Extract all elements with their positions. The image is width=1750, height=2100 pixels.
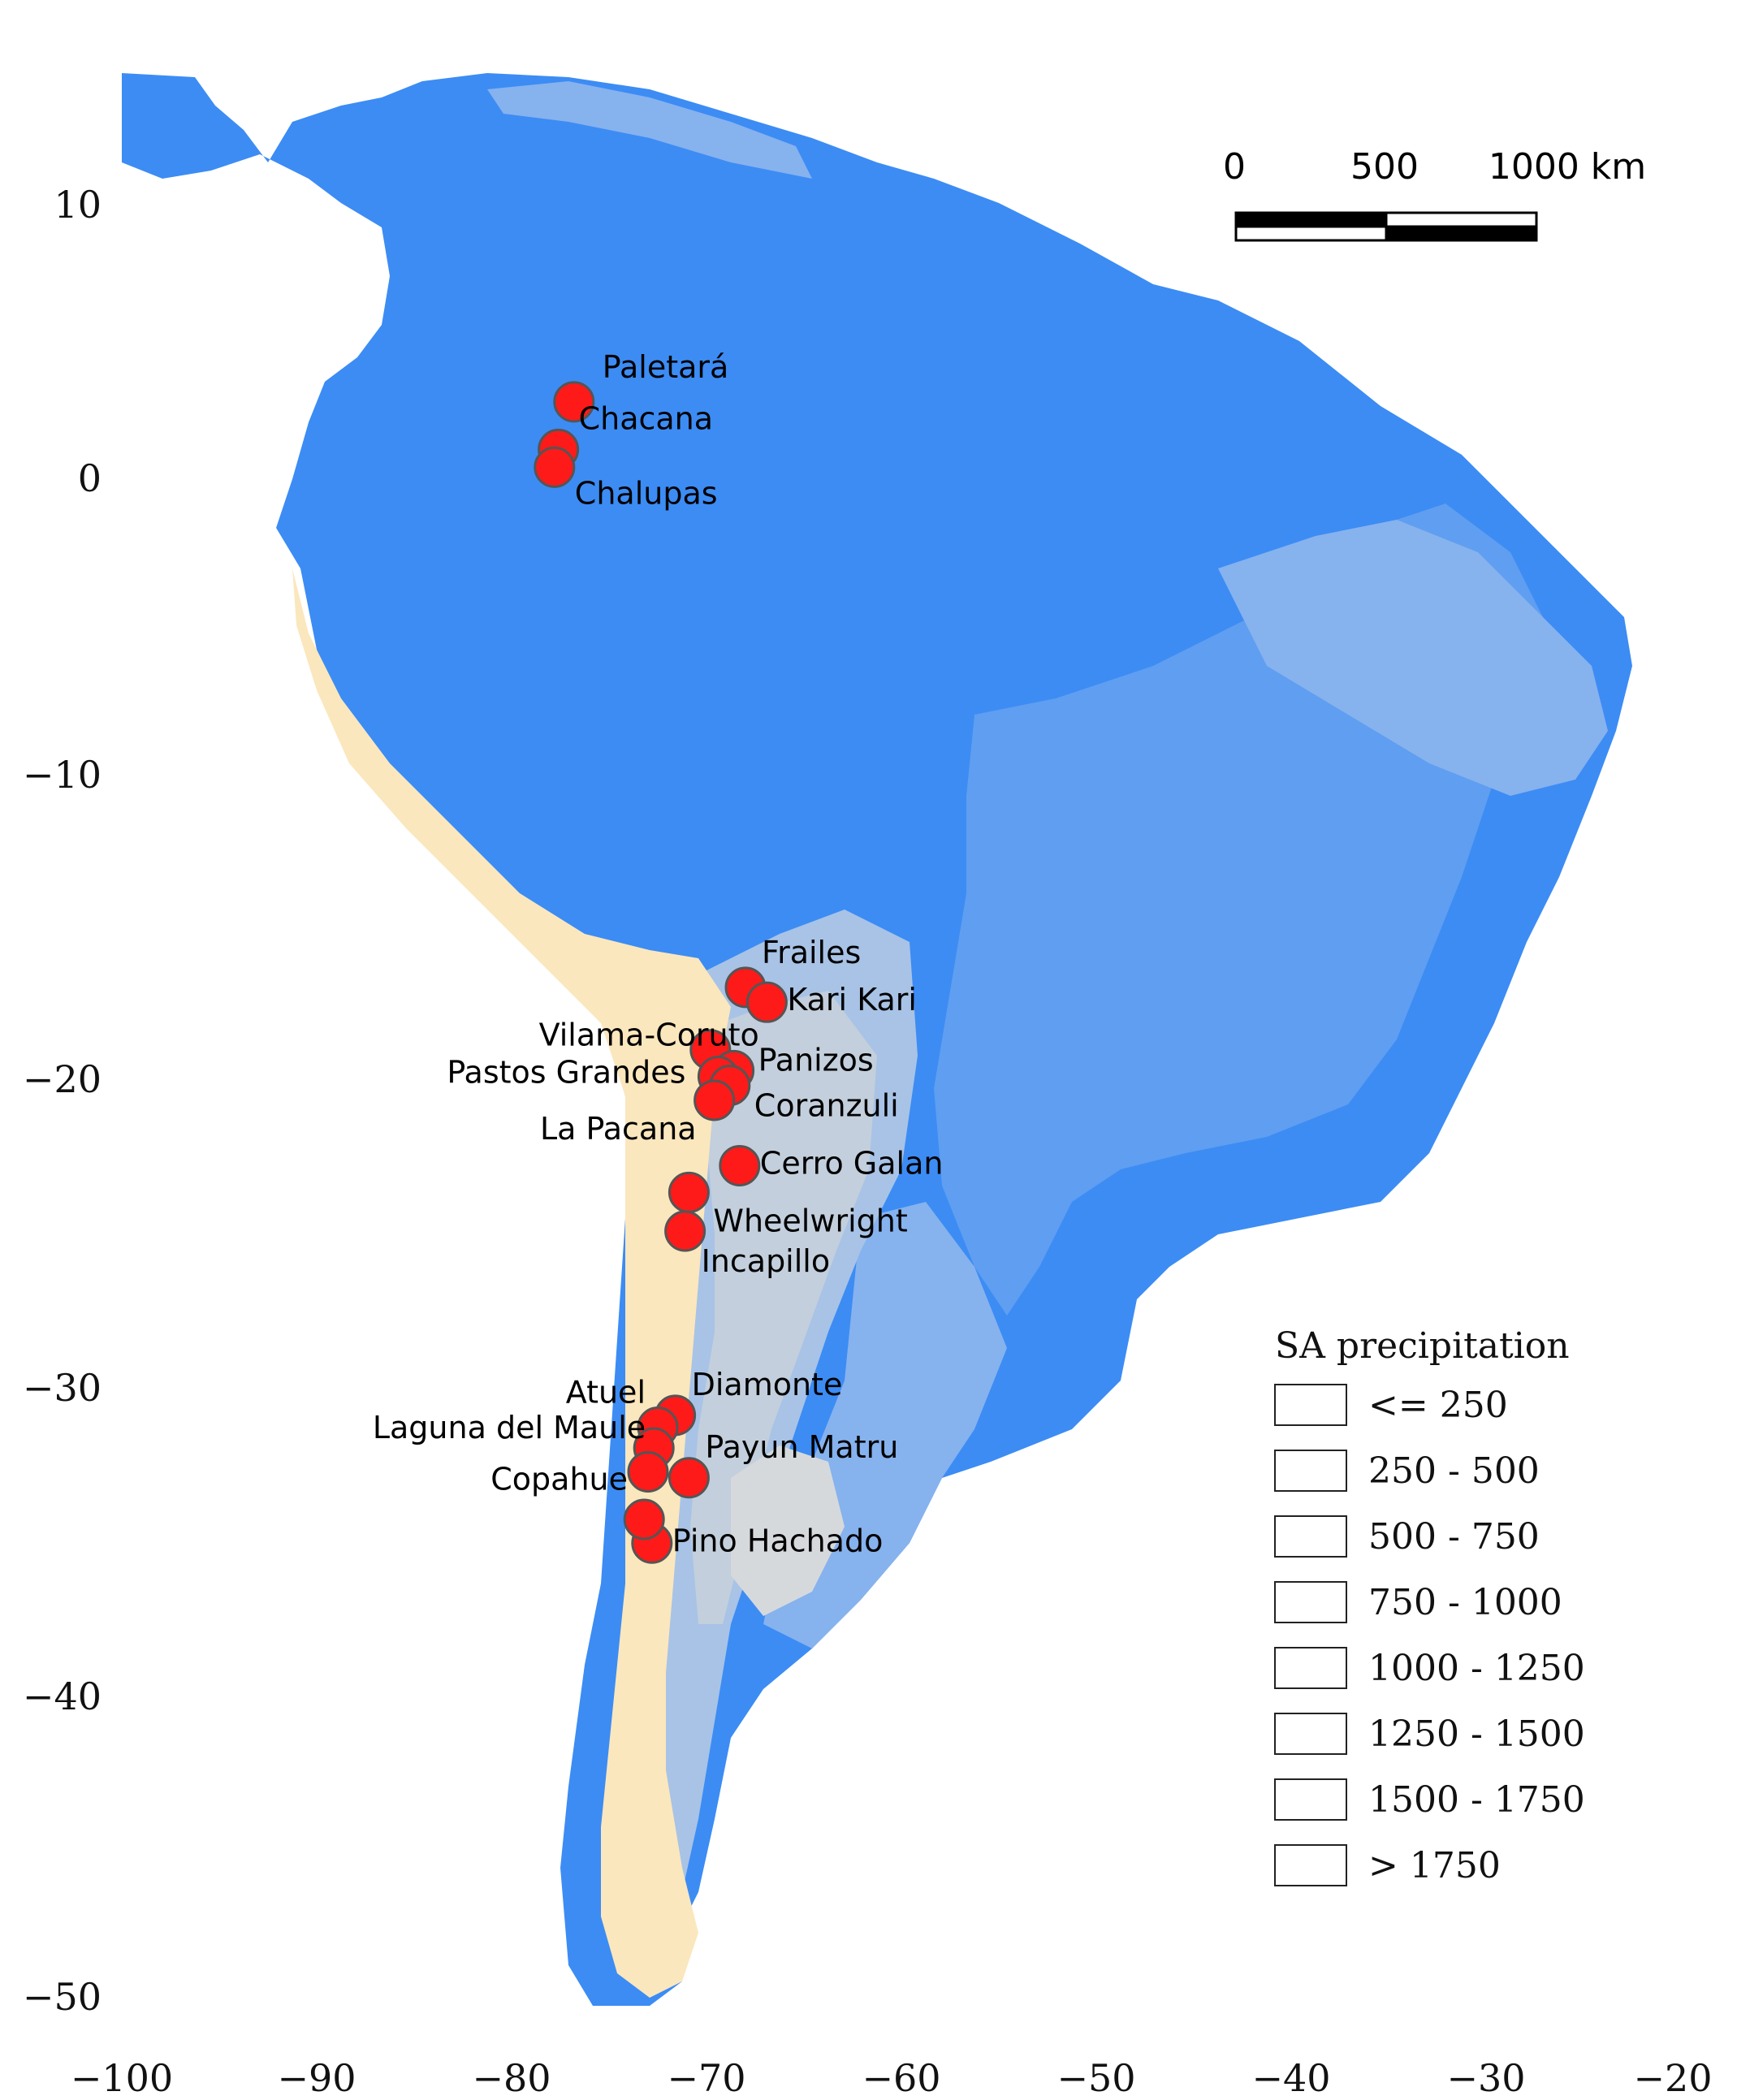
legend-items: <= 250 250 - 500 500 - 750 750 - 1000 1000 -… (1274, 1384, 1585, 1886)
scale-segment (1234, 211, 1388, 228)
y-tick: 10 (54, 183, 102, 227)
site-marker[interactable] (623, 1498, 665, 1540)
y-tick: 0 (78, 456, 102, 500)
site-label: Copahue (490, 1461, 628, 1497)
legend-label: 750 - 1000 (1368, 1582, 1562, 1623)
site-label: Cerro Galan (760, 1145, 944, 1181)
site-label: Paletará (603, 349, 729, 385)
legend-label: 500 - 750 (1368, 1516, 1540, 1558)
site-label: Vilama-Coruto (539, 1018, 759, 1053)
legend-label: 1500 - 1750 (1368, 1779, 1585, 1821)
site-marker[interactable] (664, 1210, 706, 1252)
site-label: Pastos Grandes (447, 1055, 685, 1091)
site-label: La Pacana (540, 1111, 697, 1147)
site-label: Laguna del Maule (373, 1410, 646, 1445)
legend-swatch (1274, 1450, 1347, 1492)
legend-swatch (1274, 1384, 1347, 1426)
scale-bar: 0 500 1000 km (1223, 146, 1646, 242)
legend-title: SA precipitation (1275, 1325, 1570, 1367)
x-tick: −20 (1633, 2056, 1712, 2100)
site-labels: Paletará Chacana Chalupas Frailes Kari Kari V… (373, 349, 944, 1558)
zone-mid (1218, 520, 1608, 796)
scale-label-0: 0 (1223, 146, 1246, 188)
site-marker[interactable] (668, 1457, 710, 1499)
legend-label: 1000 - 1250 (1368, 1648, 1585, 1689)
scale-label-1000: 1000 km (1489, 146, 1646, 188)
y-tick: −50 (23, 1975, 102, 2019)
y-tick: −20 (23, 1057, 102, 1101)
site-marker[interactable] (694, 1079, 736, 1121)
x-tick: −40 (1251, 2056, 1330, 2100)
site-marker[interactable] (553, 381, 595, 423)
site-label: Chalupas (575, 475, 718, 511)
site-marker[interactable] (668, 1171, 710, 1213)
scale-label-500: 500 (1350, 146, 1419, 188)
x-tick: −100 (71, 2056, 173, 2100)
legend-label: > 1750 (1368, 1845, 1501, 1886)
site-label: Pino Hachado (672, 1523, 884, 1558)
y-tick: −30 (23, 1366, 102, 1410)
site-marker[interactable] (534, 446, 576, 488)
site-label: Chacana (579, 400, 713, 436)
site-label: Panizos (758, 1042, 874, 1078)
x-tick: −80 (472, 2056, 551, 2100)
zone-dry (292, 568, 731, 1998)
legend-label: 1250 - 1500 (1368, 1713, 1585, 1755)
x-tick: −60 (862, 2056, 940, 2100)
site-label: Incapillo (702, 1243, 831, 1279)
y-tick: −40 (23, 1674, 102, 1718)
x-tick: −50 (1056, 2056, 1135, 2100)
site-label: Coranzuli (754, 1088, 899, 1124)
site-label: Diamonte (692, 1367, 843, 1402)
zone-grey (731, 1445, 845, 1616)
scale-segment (1234, 225, 1388, 242)
site-markers (534, 381, 788, 1564)
legend-swatch (1274, 1581, 1347, 1623)
site-label: Payun Matru (705, 1429, 898, 1465)
x-tick: −70 (667, 2056, 745, 2100)
site-marker[interactable] (745, 981, 788, 1023)
legend-swatch (1274, 1713, 1347, 1755)
legend-label: <= 250 (1368, 1385, 1508, 1426)
x-tick: −30 (1446, 2056, 1525, 2100)
landmass (122, 73, 1632, 2006)
site-label: Kari Kari (787, 982, 917, 1018)
legend-swatch (1274, 1778, 1347, 1821)
site-label: Wheelwright (713, 1203, 907, 1238)
site-marker[interactable] (627, 1450, 669, 1493)
legend-swatch (1274, 1515, 1347, 1558)
site-label: Atuel (566, 1375, 646, 1411)
site-label: Frailes (762, 935, 861, 970)
y-axis: 10 0 −10 −20 −30 −40 −50 (23, 183, 102, 2019)
legend-swatch (1274, 1844, 1347, 1886)
y-tick: −10 (23, 753, 102, 797)
x-tick: −90 (277, 2056, 356, 2100)
legend: SA precipitation (1275, 1325, 1570, 1367)
scale-segment (1385, 225, 1538, 242)
legend-swatch (1274, 1647, 1347, 1689)
x-axis: −100 −90 −80 −70 −60 −50 −40 −30 −20 (71, 2056, 1713, 2100)
zone-north-coast (487, 81, 812, 179)
scale-segment (1385, 211, 1538, 228)
site-marker[interactable] (719, 1144, 761, 1186)
legend-label: 250 - 500 (1368, 1450, 1540, 1492)
